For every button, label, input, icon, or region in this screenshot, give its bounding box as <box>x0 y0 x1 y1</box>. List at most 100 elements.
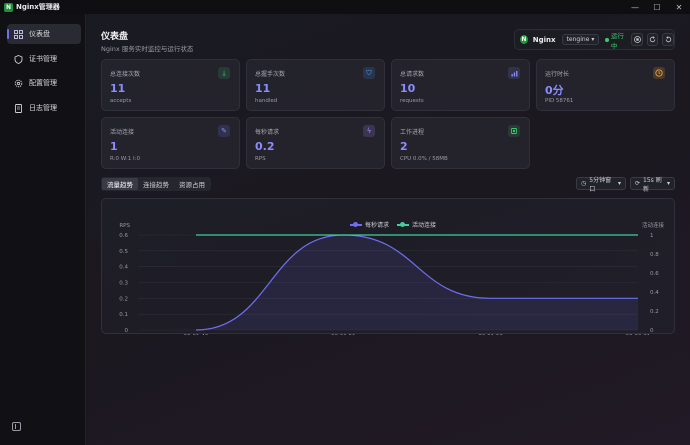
y-tick-right: 0.2 <box>650 309 659 315</box>
page-subtitle: Nginx 服务实时监控与运行状态 <box>101 45 194 53</box>
maximize-button[interactable]: ☐ <box>653 2 661 12</box>
y-tick-right: 0.6 <box>650 271 659 277</box>
main-content: 仪表盘 Nginx 服务实时监控与运行状态 N Nginx tengine ▾ … <box>87 14 690 445</box>
time-range-value: 5分钟窗口 <box>589 176 612 193</box>
clock-icon: ◷ <box>581 180 587 187</box>
variant-select[interactable]: tengine ▾ <box>561 34 600 45</box>
pencil-icon: ✎ <box>218 125 230 137</box>
document-icon <box>14 103 23 113</box>
tab-resources[interactable]: 资源占用 <box>179 181 205 189</box>
legend-item-active[interactable]: 活动连接 <box>397 220 436 229</box>
app-logo-icon: N <box>4 2 13 12</box>
chevron-down-icon: ▾ <box>591 36 595 43</box>
tab-traffic[interactable]: 流量趋势 <box>102 178 138 190</box>
x-tick: 00:02:01 <box>626 334 651 335</box>
y-tick-left: 0.4 <box>119 265 128 271</box>
legend-swatch <box>397 221 410 227</box>
sidebar-item-certificates[interactable]: 证书管理 <box>7 49 81 69</box>
app-title: Nginx管理器 <box>16 3 60 11</box>
stop-icon <box>633 36 641 43</box>
card-label: 总请求数 <box>400 71 425 78</box>
variant-value: tengine <box>566 36 590 43</box>
clock-icon <box>653 67 665 79</box>
legend-item-rps[interactable]: 每秒请求 <box>350 220 389 229</box>
bolt-icon: ϟ <box>363 125 375 137</box>
card-sub: requests <box>400 98 424 104</box>
sidebar-item-label: 证书管理 <box>29 55 57 63</box>
stat-card-handled: 总握手次数 11 handled ⛉ <box>246 59 385 111</box>
traffic-chart: 每秒请求 活动连接 0 0.1 0.2 0.3 0.4 0.5 0.6 0 0.2 0.4 0.6 0… <box>101 198 675 335</box>
collapse-sidebar-icon[interactable] <box>12 422 21 431</box>
card-value: 11 <box>255 82 271 95</box>
handshake-icon: ⛉ <box>363 67 375 79</box>
y-tick-right: 1 <box>650 233 654 239</box>
nginx-status-panel: N Nginx tengine ▾ 运行中 <box>514 29 675 50</box>
sidebar: 仪表盘 证书管理 配置管理 日志管理 <box>0 14 86 445</box>
restart-button[interactable] <box>646 33 659 46</box>
card-value: 10 <box>400 82 416 95</box>
card-label: 总握手次数 <box>255 71 286 78</box>
y-tick-left: 0.3 <box>119 281 128 287</box>
stat-card-uptime: 运行时长 0分 PID 58761 <box>536 59 675 111</box>
y-tick-right: 0 <box>650 328 654 334</box>
sidebar-item-logs[interactable]: 日志管理 <box>7 98 81 118</box>
minimize-button[interactable]: — <box>631 2 639 12</box>
card-value: 0分 <box>545 84 564 97</box>
stat-card-workers: 工作进程 2 CPU 0.0% / 58MB <box>391 117 530 169</box>
card-sub: PID 58761 <box>545 98 574 104</box>
restart-icon <box>650 36 656 43</box>
card-sub: R:0 W:1 I:0 <box>110 156 140 162</box>
stat-card-rps: 每秒请求 0.2 RPS ϟ <box>246 117 385 169</box>
y-axis-label-left: RPS <box>119 223 130 229</box>
nginx-logo-icon: N <box>520 35 528 44</box>
running-label: 运行中 <box>610 31 624 50</box>
sidebar-item-dashboard[interactable]: 仪表盘 <box>7 24 81 44</box>
download-icon: ⤓ <box>218 67 230 79</box>
card-sub: RPS <box>255 156 266 162</box>
refresh-value: 15s 刷新 <box>643 176 662 193</box>
sidebar-item-config[interactable]: 配置管理 <box>7 73 81 93</box>
shield-icon <box>14 54 23 64</box>
sidebar-item-label: 日志管理 <box>29 104 57 112</box>
card-value: 1 <box>110 140 118 153</box>
page-title: 仪表盘 <box>101 32 129 42</box>
y-tick-right: 0.4 <box>650 290 659 296</box>
gear-icon <box>14 79 23 88</box>
card-label: 总连接次数 <box>110 71 141 78</box>
y-tick-left: 0.1 <box>119 312 128 318</box>
chart-tabs: 流量趋势 连接趋势 资源占用 <box>101 177 211 191</box>
card-sub: CPU 0.0% / 58MB <box>400 156 448 162</box>
chevron-down-icon: ▾ <box>666 180 670 187</box>
stat-card-requests: 总请求数 10 requests <box>391 59 530 111</box>
card-label: 工作进程 <box>400 129 425 136</box>
stop-button[interactable] <box>631 33 643 46</box>
card-label: 每秒请求 <box>255 129 280 136</box>
y-tick-left: 0.2 <box>119 296 128 302</box>
grid-icon <box>14 29 23 39</box>
refresh-select[interactable]: ⟳ 15s 刷新 ▾ <box>630 176 675 193</box>
status-dot-icon <box>605 37 609 42</box>
x-tick: 00:01:46 <box>184 334 209 335</box>
y-axis-label-right: 活动连接 <box>642 221 665 229</box>
close-button[interactable]: ✕ <box>675 2 683 12</box>
card-label: 运行时长 <box>545 71 570 78</box>
legend-swatch <box>350 221 362 227</box>
reload-button[interactable] <box>662 33 674 46</box>
stat-card-accepts: 总连接次数 11 accepts ⤓ <box>101 59 240 111</box>
chart-plot: 0 0.1 0.2 0.3 0.4 0.5 0.6 0 0.2 0.4 0.6 0.8 1 RPS 活动连接… <box>119 221 665 335</box>
y-tick-left: 0.6 <box>119 233 128 239</box>
series-line-rps <box>195 234 638 331</box>
stat-card-active: 活动连接 1 R:0 W:1 I:0 ✎ <box>101 117 240 169</box>
title-bar: N Nginx管理器 — ☐ ✕ <box>0 0 690 14</box>
reload-icon <box>665 36 671 43</box>
cpu-icon <box>508 125 520 137</box>
card-label: 活动连接 <box>110 129 135 136</box>
window-controls: — ☐ ✕ <box>624 0 690 14</box>
card-value: 2 <box>400 140 408 153</box>
refresh-icon: ⟳ <box>635 180 641 187</box>
tab-connections[interactable]: 连接趋势 <box>143 181 169 189</box>
chevron-down-icon: ▾ <box>617 180 621 187</box>
running-status: 运行中 <box>605 30 627 50</box>
series-area-rps <box>196 235 638 330</box>
time-range-select[interactable]: ◷ 5分钟窗口 ▾ <box>576 176 626 193</box>
